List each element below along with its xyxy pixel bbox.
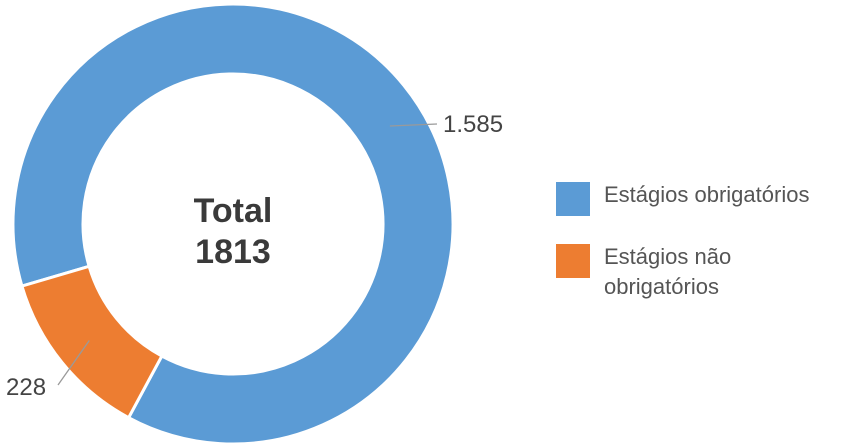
slice-1 (20, 264, 164, 420)
leader-line-0 (389, 123, 438, 127)
legend-swatch-nao-obrigatorios (556, 244, 590, 278)
legend-swatch-obrigatorios (556, 182, 590, 216)
legend-item-nao-obrigatorios: Estágios não obrigatórios (556, 242, 861, 302)
legend-item-obrigatorios: Estágios obrigatórios (556, 180, 861, 216)
legend: Estágios obrigatórios Estágios não obrig… (556, 180, 861, 328)
center-title: Total (194, 192, 273, 230)
leader-line-1 (57, 340, 90, 386)
data-label-1: 228 (6, 374, 46, 401)
slice-0 (11, 2, 455, 443)
center-value: 1813 (195, 233, 271, 271)
leader-lines (57, 123, 438, 386)
legend-label-obrigatorios: Estágios obrigatórios (604, 182, 810, 207)
data-label-0: 1.585 (443, 111, 503, 138)
donut-slices (11, 2, 455, 443)
legend-label-nao-obrigatorios: Estágios não obrigatórios (604, 244, 732, 299)
